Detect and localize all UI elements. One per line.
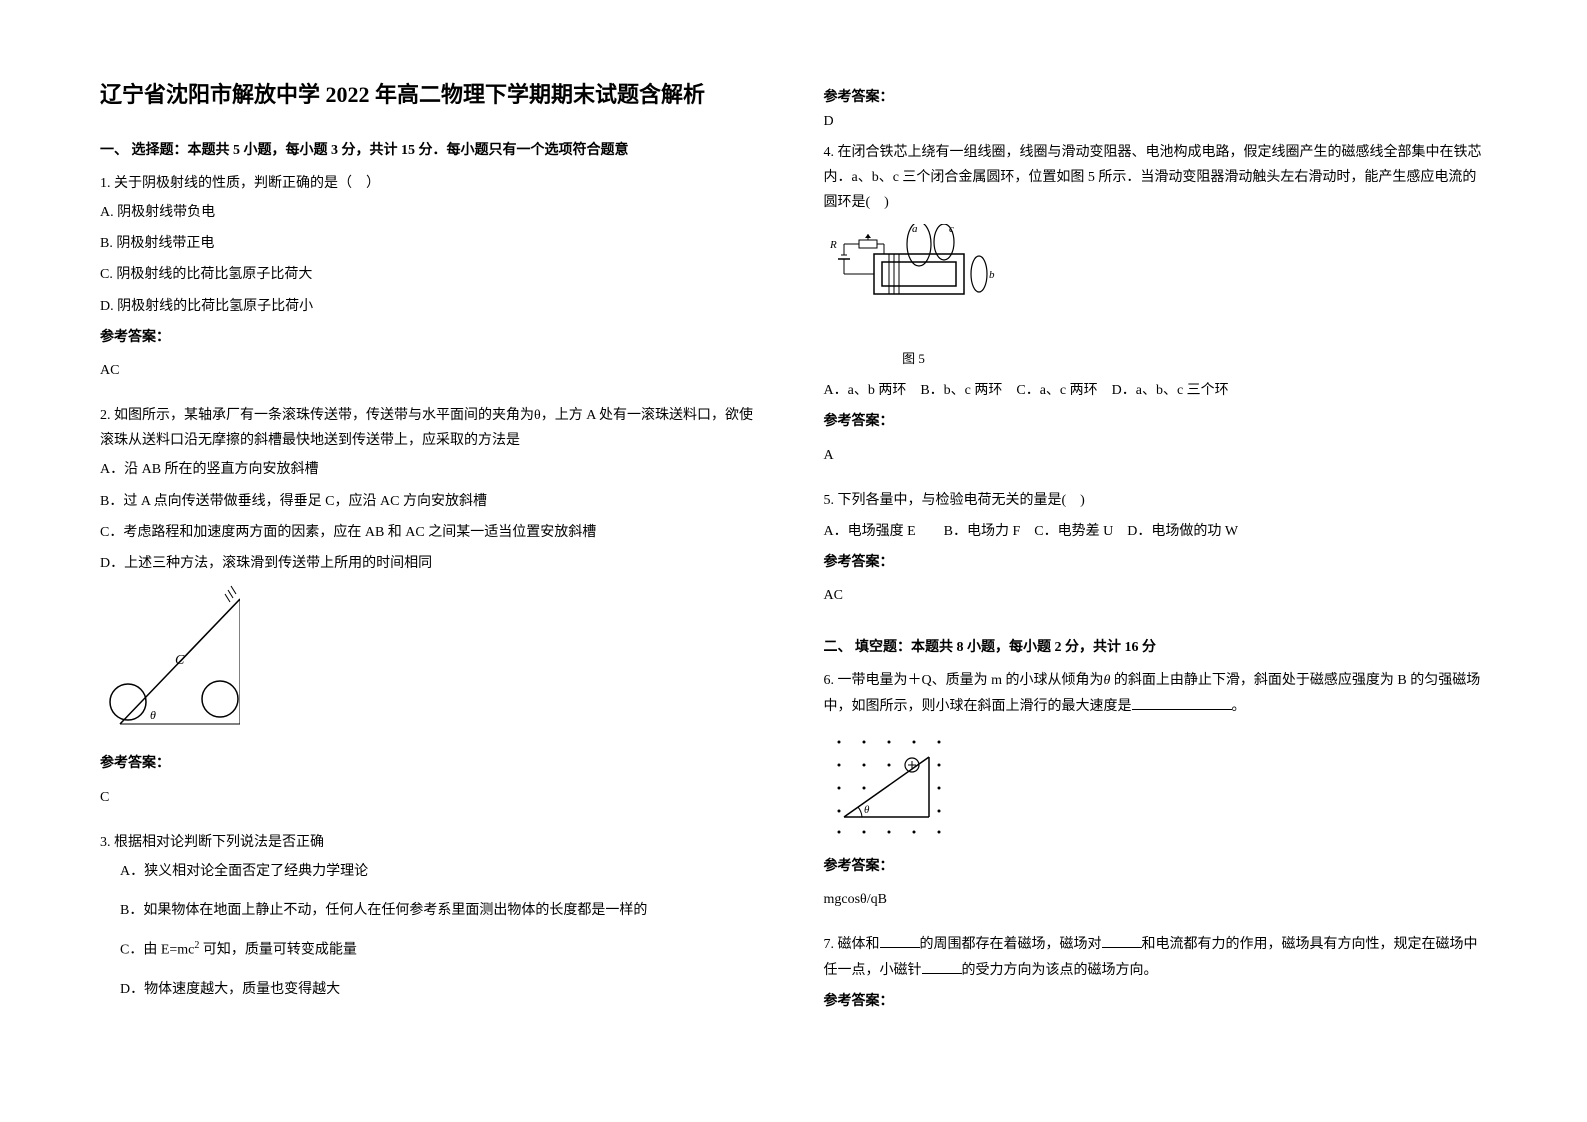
q7-p4: 的受力方向为该点的磁场方向。: [962, 963, 1158, 978]
q7-blank1: [880, 934, 920, 948]
q2-answer: C: [100, 785, 764, 810]
q4-options: A．a、b 两环 B．b、c 两环 C．a、c 两环 D．a、b、c 三个环: [824, 378, 1488, 403]
q3-answer-label: 参考答案：: [824, 86, 1488, 106]
svg-text:c: c: [949, 224, 954, 235]
q3-option-c: C．由 E=mc2 可知，质量可转变成能量: [120, 937, 764, 963]
q3-text: 3. 根据相对论判断下列说法是否正确: [100, 830, 764, 855]
q7-blank2: [1102, 934, 1142, 948]
q2-option-b: B．过 A 点向传送带做垂线，得垂足 C，应沿 AC 方向安放斜槽: [100, 489, 764, 514]
q6-text: 6. 一带电量为＋Q、质量为 m 的小球从倾角为θ 的斜面上由静止下滑，斜面处于…: [824, 668, 1488, 718]
q3-answer: D: [824, 114, 1488, 130]
q2-answer-label: 参考答案：: [100, 751, 764, 776]
q3-optc-suffix: 可知，质量可转变成能量: [199, 943, 357, 958]
q6-diagram-svg: θ: [824, 727, 974, 837]
q6-answer-label: 参考答案：: [824, 854, 1488, 879]
q1-answer: AC: [100, 358, 764, 383]
section1-header: 一、 选择题：本题共 5 小题，每小题 3 分，共计 15 分．每小题只有一个选…: [100, 139, 764, 159]
svg-text:θ: θ: [864, 804, 870, 816]
right-column: 参考答案： D 4. 在闭合铁芯上绕有一组线圈，线圈与滑动变阻器、电池构成电路，…: [824, 80, 1488, 1082]
q7-p1: 7. 磁体和: [824, 937, 880, 952]
q1-option-c: C. 阴极射线的比荷比氢原子比荷大: [100, 262, 764, 287]
q2-option-d: D．上述三种方法，滚珠滑到传送带上所用的时间相同: [100, 551, 764, 576]
question-4: 4. 在闭合铁芯上绕有一组线圈，线圈与滑动变阻器、电池构成电路，假定线圈产生的磁…: [824, 140, 1488, 478]
q5-answer-label: 参考答案：: [824, 550, 1488, 575]
q4-answer: A: [824, 443, 1488, 468]
svg-text:b: b: [989, 269, 995, 281]
q7-answer-label: 参考答案：: [824, 989, 1488, 1014]
q3-optc-prefix: C．由 E=mc: [120, 943, 194, 958]
question-1: 1. 关于阴极射线的性质，判断正确的是（ ） A. 阴极射线带负电 B. 阴极射…: [100, 171, 764, 393]
q2-diagram-svg: A B C θ: [100, 584, 240, 734]
question-5: 5. 下列各量中，与检验电荷无关的量是( ) A．电场强度 E B．电场力 F …: [824, 488, 1488, 619]
q1-text: 1. 关于阴极射线的性质，判断正确的是（ ）: [100, 171, 764, 196]
q6-end: 。: [1232, 699, 1246, 714]
q4-answer-label: 参考答案：: [824, 409, 1488, 434]
q3-option-a: A．狭义相对论全面否定了经典力学理论: [120, 859, 764, 884]
q1-option-d: D. 阴极射线的比荷比氢原子比荷小: [100, 294, 764, 319]
q6-answer: mgcosθ/qB: [824, 887, 1488, 912]
q2-text: 2. 如图所示，某轴承厂有一条滚珠传送带，传送带与水平面间的夹角为θ，上方 A …: [100, 403, 764, 453]
question-2: 2. 如图所示，某轴承厂有一条滚珠传送带，传送带与水平面间的夹角为θ，上方 A …: [100, 403, 764, 820]
q6-prefix: 6. 一带电量为＋Q、质量为 m 的小球从倾角为: [824, 673, 1104, 688]
q4-figure: a c b R 图 5: [824, 224, 1488, 371]
q2-figure: A B C θ: [100, 584, 764, 743]
q1-answer-label: 参考答案：: [100, 325, 764, 350]
question-3: 3. 根据相对论判断下列说法是否正确 A．狭义相对论全面否定了经典力学理论 B．…: [100, 830, 764, 1009]
q7-p2: 的周围都存在着磁场，磁场对: [920, 937, 1102, 952]
q2-option-a: A．沿 AB 所在的竖直方向安放斜槽: [100, 457, 764, 482]
svg-text:θ: θ: [150, 708, 156, 722]
q4-text: 4. 在闭合铁芯上绕有一组线圈，线圈与滑动变阻器、电池构成电路，假定线圈产生的磁…: [824, 140, 1488, 216]
q3-option-d: D．物体速度越大，质量也变得越大: [120, 977, 764, 1002]
svg-text:a: a: [912, 224, 918, 235]
q7-blank3: [922, 960, 962, 974]
question-6: 6. 一带电量为＋Q、质量为 m 的小球从倾角为θ 的斜面上由静止下滑，斜面处于…: [824, 668, 1488, 922]
q4-fig-caption: 图 5: [824, 347, 1004, 370]
q7-text: 7. 磁体和的周围都存在着磁场，磁场对和电流都有力的作用，磁场具有方向性，规定在…: [824, 932, 1488, 982]
left-column: 辽宁省沈阳市解放中学 2022 年高二物理下学期期末试题含解析 一、 选择题：本…: [100, 80, 764, 1082]
q5-options: A．电场强度 E B．电场力 F C．电势差 U D．电场做的功 W: [824, 519, 1488, 544]
q6-figure: θ: [824, 727, 1488, 846]
section2-header: 二、 填空题：本题共 8 小题，每小题 2 分，共计 16 分: [824, 636, 1488, 656]
q5-text: 5. 下列各量中，与检验电荷无关的量是( ): [824, 488, 1488, 513]
q4-diagram-svg: a c b R: [824, 224, 1004, 334]
q1-option-a: A. 阴极射线带负电: [100, 200, 764, 225]
q1-option-b: B. 阴极射线带正电: [100, 231, 764, 256]
q6-blank: [1132, 696, 1232, 710]
q2-option-c: C．考虑路程和加速度两方面的因素，应在 AB 和 AC 之间某一适当位置安放斜槽: [100, 520, 764, 545]
page-title: 辽宁省沈阳市解放中学 2022 年高二物理下学期期末试题含解析: [100, 80, 764, 111]
svg-text:C: C: [175, 653, 185, 668]
q5-answer: AC: [824, 583, 1488, 608]
question-7: 7. 磁体和的周围都存在着磁场，磁场对和电流都有力的作用，磁场具有方向性，规定在…: [824, 932, 1488, 1022]
svg-text:R: R: [829, 239, 837, 251]
q3-option-b: B．如果物体在地面上静止不动，任何人在任何参考系里面测出物体的长度都是一样的: [120, 898, 764, 923]
